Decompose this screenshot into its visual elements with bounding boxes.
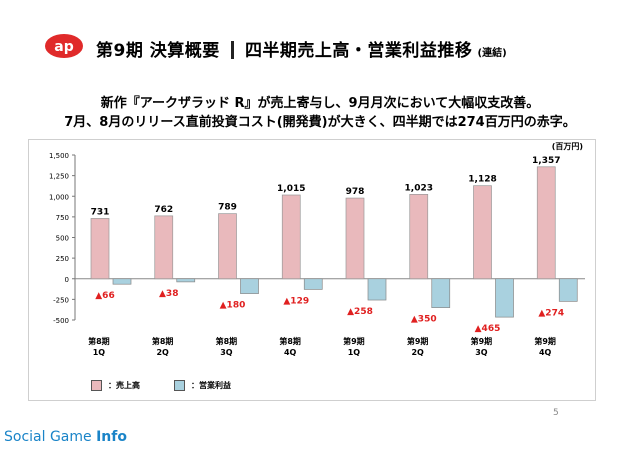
title-subtitle: 四半期売上高・営業利益推移	[244, 41, 473, 61]
data-label-profit: ▲129	[283, 296, 309, 306]
y-tick-label: 1,000	[49, 193, 69, 201]
y-tick-label: -250	[53, 296, 69, 304]
legend-sales-swatch	[91, 380, 102, 391]
page-title: 第9期 決算概要 四半期売上高・営業利益推移 (連結)	[96, 36, 507, 61]
x-category-label-period: 第9期	[407, 336, 429, 346]
bar-sales	[409, 194, 429, 280]
data-label-sales: 1,357	[532, 156, 560, 166]
bar-sales	[345, 197, 365, 280]
title-separator	[230, 41, 234, 59]
legend-operating-profit: ：営業利益	[174, 380, 231, 391]
y-tick-label: 500	[56, 235, 69, 243]
x-category-label-quarter: 4Q	[539, 348, 552, 357]
bar-operating-profit	[558, 278, 578, 302]
bar-operating-profit	[431, 278, 451, 308]
x-category-label-quarter: 2Q	[411, 348, 424, 357]
x-category-label-period: 第8期	[216, 336, 238, 346]
data-label-sales: 1,015	[277, 184, 305, 194]
data-label-sales: 762	[154, 205, 173, 215]
logo-text: ap	[54, 39, 73, 55]
bar-operating-profit	[367, 278, 387, 301]
x-category-label-quarter: 1Q	[348, 348, 361, 357]
title-consolidated: (連結)	[477, 48, 507, 59]
data-label-profit: ▲350	[411, 315, 437, 325]
title-main: 第9期 決算概要	[96, 41, 220, 61]
y-tick-label: 750	[56, 214, 69, 222]
x-category-label-quarter: 3Q	[475, 348, 488, 357]
y-tick-label: 250	[56, 255, 69, 263]
x-category-label-period: 第9期	[343, 336, 365, 346]
brand-watermark: Social Game Info	[4, 429, 127, 445]
chart-panel: (百万円) 1,500 1,250 1,000 750 500 250 0 -250 -500 7…	[28, 139, 596, 401]
x-category-label-period: 第9期	[471, 336, 493, 346]
brand-prefix: Social Game	[4, 429, 97, 445]
data-label-sales: 1,128	[468, 175, 496, 185]
y-tick-label: 1,500	[49, 152, 69, 160]
data-label-sales: 731	[91, 207, 110, 217]
bar-operating-profit	[303, 278, 323, 290]
bar-operating-profit	[240, 278, 259, 294]
legend-profit-label: ：営業利益	[191, 381, 231, 390]
bar-sales	[536, 166, 556, 280]
bar-operating-profit	[495, 278, 514, 318]
data-label-profit: ▲274	[538, 308, 564, 318]
x-category-label-quarter: 1Q	[93, 348, 106, 357]
page-number: 5	[553, 408, 559, 418]
data-label-profit: ▲38	[159, 289, 178, 299]
y-tick-label: 1,250	[49, 173, 69, 181]
bar-sales	[154, 215, 174, 280]
data-label-profit: ▲465	[475, 324, 501, 334]
x-category-label-quarter: 2Q	[156, 348, 169, 357]
bar-operating-profit	[176, 278, 196, 283]
lead-text-line2: 7月、8月のリリース直前投資コスト(開発費)が大きく、四半期では274百万円の赤…	[64, 115, 576, 130]
x-category-label-period: 第8期	[152, 336, 174, 346]
x-category-label-period: 第8期	[279, 336, 301, 346]
x-category-label-quarter: 3Q	[220, 348, 233, 357]
bar-sales	[90, 218, 110, 280]
legend-profit-swatch	[174, 380, 185, 391]
bar-sales	[281, 194, 301, 280]
x-category-label-quarter: 4Q	[284, 348, 297, 357]
y-tick-label: 0	[65, 276, 69, 284]
lead-text-line1: 新作『アークザラッド R』が売上寄与し、9月月次において大幅収支改善。	[100, 96, 540, 111]
bar-sales	[218, 213, 237, 280]
bar-operating-profit	[112, 278, 132, 285]
quarterly-chart: 1,500 1,250 1,000 750 500 250 0 -250 -500 731 ▲66 第…	[49, 152, 585, 357]
company-logo: ap	[45, 34, 83, 58]
bar-sales	[473, 185, 492, 280]
legend-sales-label: ：売上高	[108, 381, 140, 390]
data-label-sales: 1,023	[405, 183, 433, 193]
x-category-label-period: 第9期	[534, 336, 556, 346]
x-category-label-period: 第8期	[88, 336, 110, 346]
y-tick-label: -500	[53, 317, 69, 325]
legend-sales: ：売上高	[91, 380, 140, 391]
brand-suffix: Info	[96, 429, 127, 445]
data-label-profit: ▲180	[220, 301, 246, 311]
data-label-sales: 789	[218, 203, 237, 213]
data-label-profit: ▲258	[347, 307, 373, 317]
data-label-profit: ▲66	[95, 291, 114, 301]
chart-unit-label: (百万円)	[551, 142, 583, 151]
data-label-sales: 978	[346, 187, 365, 197]
